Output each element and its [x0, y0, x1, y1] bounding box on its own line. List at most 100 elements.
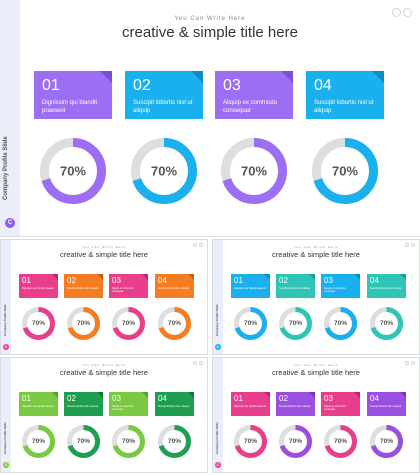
step-card: 02 Suscipit lobortis nisl ut aliquip	[64, 274, 103, 298]
circle-icon[interactable]	[403, 8, 412, 17]
progress-ring-svg: 70%	[221, 138, 287, 204]
progress-ring-svg: 70%	[131, 138, 197, 204]
progress-ring-svg: 70%	[67, 307, 100, 340]
step-number: 02	[279, 394, 288, 403]
step-number: 04	[314, 77, 332, 94]
step-number: 03	[324, 276, 333, 285]
step-card: 01 Dignissim qui blandit praesent	[19, 274, 58, 298]
ring-percent-label: 70%	[151, 164, 177, 179]
progress-ring-svg: 70%	[67, 425, 100, 458]
ring-percent-label: 70%	[168, 320, 181, 327]
step-description: Dignissim qui blandit praesent	[234, 287, 266, 290]
circle-icon[interactable]	[405, 243, 409, 247]
thumbnail-slide-1[interactable]: Company Profile Slide C You Can Write He…	[0, 239, 208, 355]
progress-ring: 70%	[324, 425, 357, 458]
progress-ring: 70%	[158, 307, 191, 340]
step-number: 04	[370, 276, 379, 285]
step-description: Suscipit lobortis nisl ut aliquip	[279, 405, 311, 408]
step-card: 02 Suscipit lobortis nisl ut aliquip	[64, 392, 103, 416]
side-label: Company Profile Slide	[3, 422, 7, 454]
ring-percent-label: 70%	[244, 438, 257, 445]
ring-percent-label: 70%	[77, 438, 90, 445]
folded-corner	[188, 392, 194, 398]
slide-title: creative & simple title here	[272, 250, 360, 259]
ring-progress	[22, 425, 55, 458]
step-number: 02	[67, 276, 76, 285]
logo-icon: C	[215, 462, 221, 468]
ring-progress	[279, 425, 312, 458]
step-number: 02	[133, 77, 151, 94]
slide-subtitle: You Can Write Here	[81, 245, 127, 249]
ring-progress	[112, 425, 145, 458]
slide-subtitle: You Can Write Here	[293, 245, 339, 249]
slide-subtitle: You Can Write Here	[81, 363, 127, 367]
circle-icon[interactable]	[199, 243, 203, 247]
ring-percent-label: 70%	[334, 438, 347, 445]
slide-nav	[405, 243, 415, 247]
circle-icon[interactable]	[411, 243, 415, 247]
progress-ring: 70%	[112, 307, 145, 340]
circle-icon[interactable]	[199, 361, 203, 365]
ring-progress	[324, 425, 357, 458]
step-description: Suscipit lobortis nisl ut aliquip	[158, 405, 190, 408]
ring-percent-label: 70%	[60, 164, 86, 179]
step-card: 01 Dignissim qui blandit praesent	[231, 392, 270, 416]
progress-ring-svg: 70%	[158, 425, 191, 458]
circle-icon[interactable]	[392, 8, 401, 17]
step-number: 02	[67, 394, 76, 403]
folded-corner	[97, 392, 103, 398]
step-card: 04 Suscipit lobortis nisl ut aliquip	[306, 71, 384, 119]
side-label: Company Profile Slide	[215, 422, 219, 454]
step-card: 03 Aliquip ex commodo consequat	[109, 392, 148, 416]
ring-percent-label: 70%	[122, 320, 135, 327]
thumbnail-slide-2[interactable]: Company Profile Slide C You Can Write He…	[212, 239, 420, 355]
progress-ring-svg: 70%	[279, 425, 312, 458]
step-card: 01 Dignissim qui blandit praesent	[34, 71, 112, 119]
ring-percent-label: 70%	[77, 320, 90, 327]
ring-percent-label: 70%	[334, 320, 347, 327]
step-description: Aliquip ex commodo consequat	[112, 405, 134, 411]
progress-ring: 70%	[22, 307, 55, 340]
folded-corner	[191, 71, 203, 83]
folded-corner	[400, 392, 406, 398]
thumbnail-slide-3[interactable]: Company Profile Slide C You Can Write He…	[0, 357, 208, 473]
ring-progress	[312, 138, 378, 204]
step-number: 01	[42, 77, 60, 94]
circle-icon[interactable]	[411, 361, 415, 365]
folded-corner	[309, 274, 315, 280]
step-card: 02 Suscipit lobortis nisl ut aliquip	[276, 392, 315, 416]
slide-nav	[193, 243, 203, 247]
progress-ring: 70%	[221, 138, 287, 204]
folded-corner	[52, 392, 58, 398]
progress-ring: 70%	[370, 307, 403, 340]
ring-percent-label: 70%	[289, 438, 302, 445]
progress-ring: 70%	[158, 425, 191, 458]
logo-icon: C	[215, 344, 221, 350]
thumbnail-slide-4[interactable]: Company Profile Slide C You Can Write He…	[212, 357, 420, 473]
progress-ring: 70%	[279, 425, 312, 458]
slide-title: creative & simple title here	[122, 24, 298, 41]
ring-progress	[370, 307, 403, 340]
side-label: Company Profile Slide	[3, 136, 9, 200]
folded-corner	[354, 274, 360, 280]
step-description: Suscipit lobortis nisl ut aliquip	[370, 405, 402, 408]
step-description: Suscipit lobortis nisl ut aliquip	[67, 287, 99, 290]
ring-progress	[324, 307, 357, 340]
progress-ring: 70%	[279, 307, 312, 340]
progress-ring-svg: 70%	[112, 307, 145, 340]
step-card: 02 Suscipit lobortis nisl ut aliquip	[125, 71, 203, 119]
step-description: Aliquip ex commodo consequat	[324, 287, 346, 293]
ring-progress	[22, 307, 55, 340]
progress-ring-svg: 70%	[370, 307, 403, 340]
circle-icon[interactable]	[193, 243, 197, 247]
logo-icon: C	[5, 218, 15, 228]
folded-corner	[52, 274, 58, 280]
step-card: 03 Aliquip ex commodo consequat	[321, 274, 360, 298]
slide-subtitle: You Can Write Here	[293, 363, 339, 367]
ring-percent-label: 70%	[380, 320, 393, 327]
ring-percent-label: 70%	[122, 438, 135, 445]
step-card: 01 Dignissim qui blandit praesent	[19, 392, 58, 416]
step-number: 01	[22, 394, 31, 403]
circle-icon[interactable]	[193, 361, 197, 365]
circle-icon[interactable]	[405, 361, 409, 365]
